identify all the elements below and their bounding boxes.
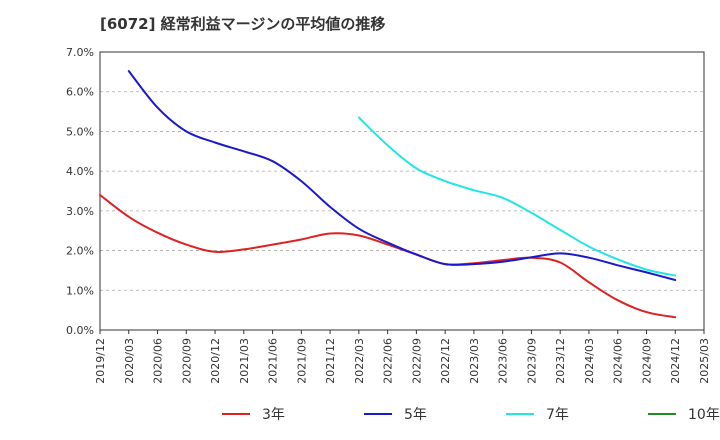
x-tick-label: 2020/12 <box>209 338 222 384</box>
x-tick-label: 2023/09 <box>525 338 538 384</box>
y-tick-label: 2.0% <box>66 245 94 258</box>
y-tick-label: 4.0% <box>66 165 94 178</box>
y-tick-label: 7.0% <box>66 46 94 59</box>
x-tick-label: 2021/03 <box>238 338 251 384</box>
x-tick-label: 2024/03 <box>583 338 596 384</box>
series-lines <box>99 70 677 319</box>
legend-label: 10年 <box>688 407 720 423</box>
x-tick-label: 2022/12 <box>439 338 452 384</box>
x-tick-label: 2022/09 <box>410 338 423 384</box>
x-tick-label: 2025/03 <box>698 338 711 384</box>
x-axis-ticks: 2019/12 2020/03 2020/06 2020/09 2020/12 2021/… <box>94 330 711 384</box>
y-tick-label: 3.0% <box>66 205 94 218</box>
y-axis-ticks: 0.0% 1.0% 2.0% 3.0% 4.0% 5.0% 6.0% 7.0% <box>66 46 94 337</box>
x-tick-label: 2022/06 <box>382 338 395 384</box>
series-line-0 <box>99 194 677 319</box>
legend-label: 5年 <box>404 407 427 423</box>
chart-title: [6072] 経常利益マージンの平均値の推移 <box>100 15 386 33</box>
legend: 3年 5年 7年 10年 <box>222 407 720 423</box>
x-tick-label: 2024/09 <box>640 338 653 384</box>
x-tick-label: 2023/12 <box>554 338 567 384</box>
x-tick-label: 2021/06 <box>267 338 280 384</box>
plot-area-frame <box>99 51 705 331</box>
y-tick-label: 6.0% <box>66 86 94 99</box>
x-tick-label: 2019/12 <box>94 338 107 384</box>
x-tick-label: 2020/03 <box>123 338 136 384</box>
series-line-1 <box>127 70 677 281</box>
series-line-2 <box>357 116 677 277</box>
x-tick-label: 2024/12 <box>669 338 682 384</box>
x-tick-label: 2021/12 <box>324 338 337 384</box>
legend-label: 7年 <box>546 407 569 423</box>
x-tick-label: 2022/03 <box>353 338 366 384</box>
y-tick-label: 5.0% <box>66 125 94 138</box>
y-tick-label: 1.0% <box>66 284 94 297</box>
x-tick-label: 2020/06 <box>152 338 165 384</box>
legend-label: 3年 <box>262 407 285 423</box>
y-tick-label: 0.0% <box>66 324 94 337</box>
x-tick-label: 2023/06 <box>497 338 510 384</box>
x-tick-label: 2021/09 <box>295 338 308 384</box>
x-tick-label: 2024/06 <box>612 338 625 384</box>
grid-lines <box>100 91 704 291</box>
x-tick-label: 2023/03 <box>468 338 481 384</box>
x-tick-label: 2020/09 <box>180 338 193 384</box>
